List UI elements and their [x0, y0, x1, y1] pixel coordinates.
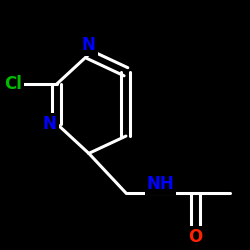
Text: Cl: Cl	[4, 75, 22, 93]
Text: N: N	[43, 115, 57, 133]
Text: NH: NH	[147, 175, 174, 193]
Text: N: N	[82, 36, 96, 54]
Text: O: O	[188, 228, 202, 246]
